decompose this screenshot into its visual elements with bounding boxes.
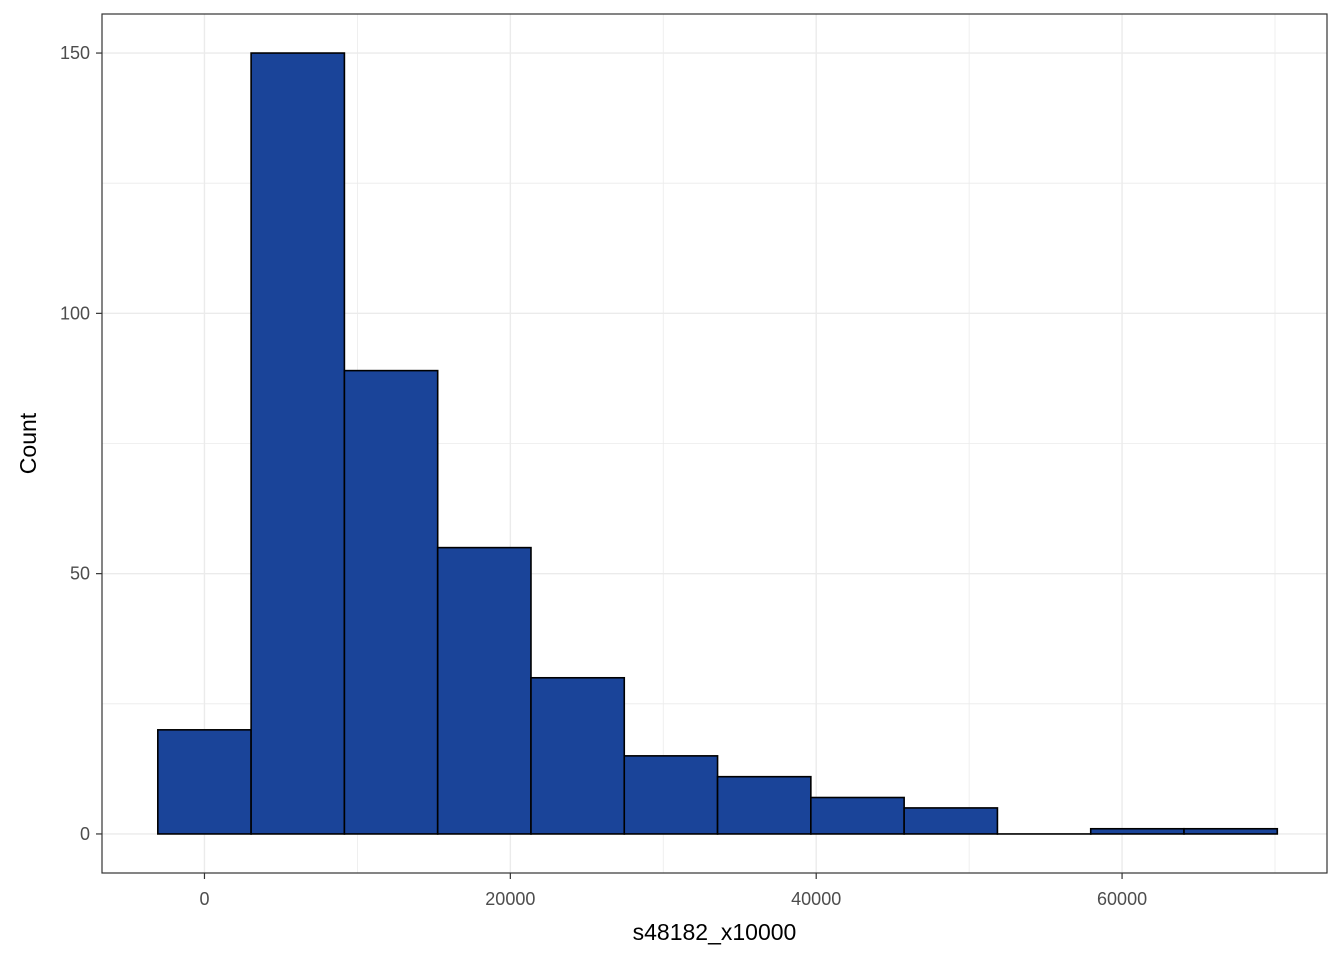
y-tick-label: 150 <box>60 43 90 63</box>
histogram-bar <box>623 755 719 835</box>
y-tick-label: 100 <box>60 303 90 323</box>
x-axis-title: s48182_x10000 <box>633 919 797 945</box>
y-tick-label: 50 <box>70 564 90 584</box>
histogram-bar <box>1183 827 1279 835</box>
histogram-bar <box>810 796 905 835</box>
histogram-bar <box>903 807 999 835</box>
y-tick-label: 0 <box>80 824 90 844</box>
panel-border <box>101 13 1328 874</box>
y-axis-ticks: 0 50 100 150 <box>60 43 102 844</box>
x-tick-label: 40000 <box>791 889 841 909</box>
histogram-bar <box>157 729 252 835</box>
x-axis-ticks: 0 20000 40000 60000 <box>199 873 1147 909</box>
histogram-bar <box>436 546 532 835</box>
grid-minor <box>102 14 1327 873</box>
histogram-bar <box>1089 827 1185 835</box>
histogram-bar <box>716 775 812 835</box>
histogram-bar <box>530 676 626 835</box>
histogram-bar <box>250 52 346 835</box>
y-axis-title: Count <box>15 412 41 474</box>
x-tick-label: 60000 <box>1097 889 1147 909</box>
histogram-bar <box>343 369 439 835</box>
x-tick-label: 0 <box>199 889 209 909</box>
histogram-bars <box>157 52 1279 835</box>
x-tick-label: 20000 <box>485 889 535 909</box>
